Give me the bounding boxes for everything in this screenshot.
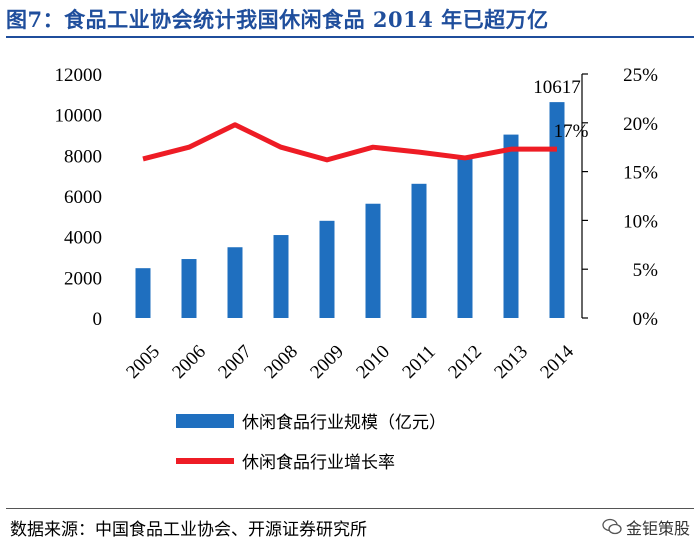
bar-2010 (365, 203, 381, 318)
bar-2014 (549, 102, 565, 318)
wechat-icon (602, 518, 622, 535)
growth-rate-line (142, 122, 557, 163)
chart-title: 图7：食品工业协会统计我国休闲食品 2014 年已超万亿 (6, 7, 549, 32)
right-tick-label: 25% (623, 65, 658, 86)
bar-series (135, 102, 565, 318)
bar-2008 (273, 235, 289, 318)
legend-line-label: 休闲食品行业增长率 (242, 453, 395, 473)
x-tick-label: 2007 (214, 341, 256, 383)
x-tick-label: 2011 (398, 341, 439, 382)
title-divider (6, 36, 694, 38)
bar-2006 (181, 259, 197, 318)
x-axis-labels: 2005 2006 2007 2008 2009 2010 2011 2012 2013 2014 (122, 341, 578, 383)
left-tick-label: 2000 (64, 268, 102, 289)
right-tick-label: 10% (623, 211, 658, 232)
footer-divider (6, 508, 694, 509)
right-tick-label: 20% (623, 114, 658, 135)
bar-2005 (135, 268, 151, 318)
x-tick-label: 2009 (306, 341, 348, 383)
x-tick-label: 2013 (490, 341, 532, 383)
source-note: 数据来源：中国食品工业协会、开源证券研究所 (10, 520, 367, 540)
right-tick-label: 0% (633, 309, 659, 330)
right-y-axis: 0% 5% 10% 15% 20% 25% (581, 65, 659, 330)
right-tick-label: 15% (623, 163, 658, 184)
left-tick-label: 4000 (64, 228, 102, 249)
left-tick-label: 10000 (55, 106, 103, 127)
x-tick-label: 2012 (444, 341, 486, 383)
left-y-axis: 0 2000 4000 6000 8000 10000 12000 (55, 65, 103, 330)
legend-line-swatch (176, 458, 234, 464)
bar-2012 (457, 158, 473, 318)
bar-2013 (503, 134, 519, 318)
x-tick-label: 2006 (168, 341, 210, 383)
chart: 0 2000 4000 6000 8000 10000 12000 0% 5% 10% 15% 20… (55, 65, 659, 473)
annotation-2014-value: 10617 (533, 77, 581, 98)
bar-2009 (319, 220, 335, 318)
left-tick-label: 8000 (64, 146, 102, 167)
x-tick-label: 2005 (122, 341, 164, 383)
bar-2011 (411, 183, 427, 318)
bar-2007 (227, 247, 243, 318)
watermark-text: 金钜策股 (625, 519, 690, 538)
right-tick-label: 5% (633, 260, 659, 281)
annotation-2014-rate: 17% (554, 121, 589, 142)
left-tick-label: 12000 (55, 65, 103, 86)
x-tick-label: 2008 (260, 341, 302, 383)
legend-bar-swatch (176, 414, 234, 428)
legend: 休闲食品行业规模（亿元） 休闲食品行业增长率 (176, 413, 446, 473)
left-tick-label: 0 (93, 309, 103, 330)
x-tick-label: 2010 (352, 341, 394, 383)
left-tick-label: 6000 (64, 187, 102, 208)
watermark: 金钜策股 (602, 515, 690, 539)
x-tick-label: 2014 (536, 341, 578, 383)
legend-bar-label: 休闲食品行业规模（亿元） (242, 413, 446, 433)
